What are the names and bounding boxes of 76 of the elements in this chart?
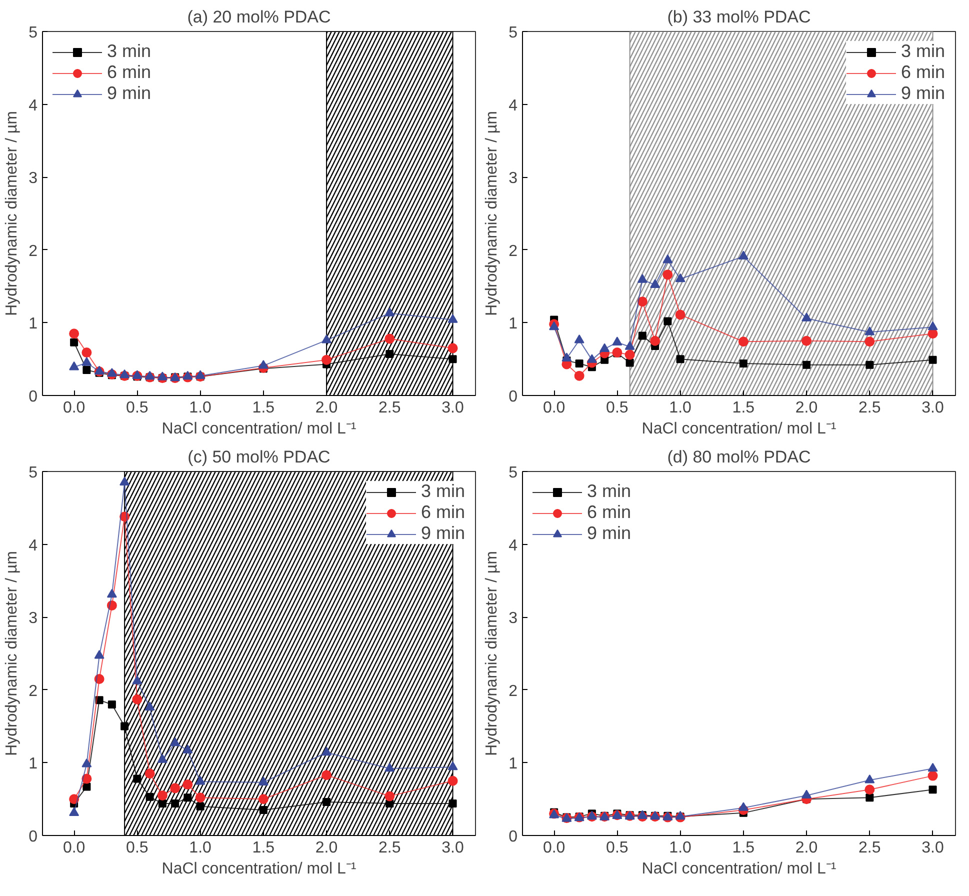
legend-label: 3 min [107,41,152,62]
y-tick-label: 0 [28,388,38,406]
x-tick-label: 2.0 [315,840,338,856]
legend-label: 3 min [900,41,945,62]
legend-label: 3 min [587,481,632,502]
x-tick-label: 1.0 [189,840,212,856]
x-tick-label: 1.0 [669,400,692,416]
y-tick-label: 5 [508,464,518,482]
x-axis-title: NaCl concentration/ mol L⁻¹ [642,860,836,878]
y-axis-title: Hydrodynamic diameter / µm [484,111,501,316]
y-tick-label: 3 [28,170,38,188]
x-tick-label: 2.0 [315,400,338,416]
y-tick-label: 1 [28,316,38,333]
y-tick-label: 4 [508,97,518,114]
y-tick-label: 3 [508,610,518,628]
y-tick-label: 1 [508,756,518,773]
legend-label: 9 min [900,83,945,104]
x-tick-label: 1.0 [669,840,692,856]
legend-label: 6 min [587,502,632,523]
x-tick-label: 0.5 [606,400,628,416]
x-tick-label: 0.5 [126,400,148,416]
y-tick-label: 4 [28,537,38,554]
x-tick-label: 1.0 [189,400,212,416]
y-tick-label: 3 [28,610,38,628]
chart-title: (a) 20 mol% PDAC [187,8,331,26]
x-tick-label: 0.5 [126,840,148,856]
chart-title: (d) 80 mol% PDAC [667,448,811,466]
legend-label: 3 min [420,481,465,502]
x-tick-label: 3.0 [922,840,944,856]
legend-label: 6 min [900,62,945,83]
x-tick-label: 0.5 [606,840,628,856]
y-tick-label: 0 [508,388,518,406]
x-tick-label: 2.5 [378,840,401,856]
x-tick-label: 1.5 [252,400,275,416]
x-tick-label: 1.5 [732,400,755,416]
y-tick-label: 3 [508,170,518,188]
x-tick-label: 3.0 [922,400,944,416]
x-tick-label: 2.0 [795,400,818,416]
x-tick-label: 2.5 [858,400,881,416]
y-tick-label: 0 [508,828,518,846]
y-tick-label: 2 [508,242,518,260]
x-tick-label: 0.0 [62,400,86,416]
legend-label: 6 min [107,62,152,83]
x-tick-label: 0.0 [62,840,86,856]
x-tick-label: 3.0 [442,400,464,416]
legend-label: 9 min [107,83,152,104]
y-tick-label: 5 [28,24,38,42]
y-tick-label: 1 [28,756,38,773]
x-tick-label: 1.5 [732,840,755,856]
x-axis-title: NaCl concentration/ mol L⁻¹ [162,420,356,438]
y-tick-label: 2 [28,682,38,700]
x-tick-label: 2.5 [858,840,881,856]
y-axis-title: Hydrodynamic diameter / µm [4,111,21,316]
chart-title: (c) 50 mol% PDAC [188,448,330,466]
y-tick-label: 1 [508,316,518,333]
y-tick-label: 4 [28,97,38,114]
y-tick-label: 2 [508,682,518,700]
x-tick-label: 3.0 [442,840,464,856]
y-axis-title: Hydrodynamic diameter / µm [4,551,21,756]
chart-title: (b) 33 mol% PDAC [667,8,811,26]
y-tick-label: 5 [28,464,38,482]
x-tick-label: 2.5 [378,400,401,416]
y-axis-title: Hydrodynamic diameter / µm [484,551,501,756]
x-tick-label: 0.0 [542,840,566,856]
y-tick-label: 4 [508,537,518,554]
legend-label: 6 min [420,502,465,523]
x-tick-label: 1.5 [252,840,275,856]
x-tick-label: 0.0 [542,400,566,416]
x-tick-label: 2.0 [795,840,818,856]
legend-label: 9 min [587,523,632,544]
x-axis-title: NaCl concentration/ mol L⁻¹ [642,420,836,438]
x-axis-title: NaCl concentration/ mol L⁻¹ [162,860,356,878]
y-tick-label: 2 [28,242,38,260]
legend-label: 9 min [420,523,465,544]
y-tick-label: 0 [28,828,38,846]
y-tick-label: 5 [508,24,518,42]
